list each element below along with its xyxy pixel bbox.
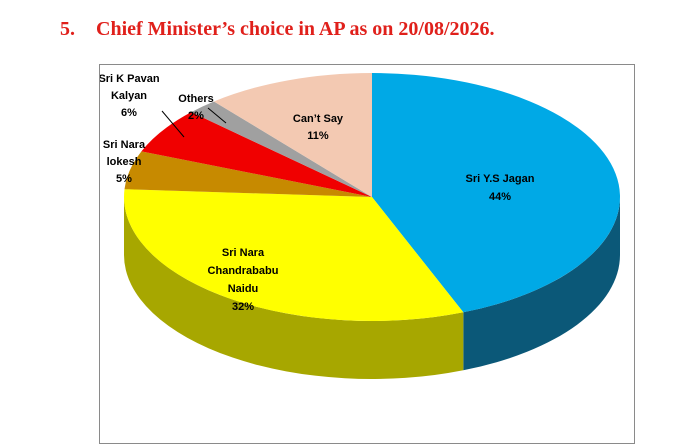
slice-label-line: Can’t Say [293, 113, 344, 125]
slice-label-line: 2% [188, 110, 204, 122]
slice-label-line: 44% [489, 191, 511, 203]
pie-slice-sri-k-pavan-kalyan [141, 112, 372, 197]
chart-frame: Sri Y.S Jagan 44% Sri Nara Chandrababu Naidu… [99, 64, 635, 444]
slice-label-line: 11% [307, 130, 329, 142]
pie-labels-group: Sri Y.S Jagan 44% Sri Nara Chandrababu Naidu… [100, 73, 535, 313]
slice-label-sri-y-s-jagan: Sri Y.S Jagan 44% [466, 173, 535, 203]
page-title: 5. Chief Minister’s choice in AP as on 20… [60, 18, 495, 41]
pie-side-sri-y-s-jagan [463, 197, 620, 371]
slice-label-can-t-say: Can’t Say 11% [293, 113, 344, 142]
slice-label-line: 6% [121, 107, 137, 119]
leader-line-pavan-kalyan [161, 110, 185, 138]
slice-label-line: Sri Nara [103, 139, 146, 151]
slice-label-line: Sri Nara [222, 247, 265, 259]
slice-label-line: 5% [116, 173, 132, 185]
slice-label-line: 32% [232, 301, 254, 313]
slice-label-sri-k-pavan-kalyan: Sri K Pavan Kalyan 6% [100, 73, 160, 119]
slice-label-line: lokesh [107, 156, 142, 168]
slice-label-others: Others 2% [178, 93, 213, 122]
slice-label-sri-nara-lokesh: Sri Nara lokesh 5% [103, 139, 146, 185]
slice-label-line: Naidu [228, 283, 259, 295]
slice-label-line: Kalyan [111, 90, 147, 102]
pie-slices-group [124, 73, 620, 321]
slice-label-sri-nara-chandrababu-naidu: Sri Nara Chandrababu Naidu 32% [208, 247, 279, 313]
pie-slice-others [191, 101, 372, 197]
pie-slice-sri-y-s-jagan [372, 73, 620, 313]
pie-slice-sri-nara-chandrababu-naidu [124, 189, 464, 321]
pie-depth-group [124, 197, 620, 379]
pie-chart: Sri Y.S Jagan 44% Sri Nara Chandrababu Naidu… [100, 73, 620, 379]
section-title: Chief Minister’s choice in AP as on 20/0… [96, 18, 495, 40]
slice-label-line: Sri Y.S Jagan [466, 173, 535, 185]
section-number: 5. [60, 18, 75, 40]
slice-label-line: Others [178, 93, 213, 105]
slice-label-line: Sri K Pavan [100, 73, 160, 85]
pie-slice-can-t-say [213, 73, 372, 197]
pie-slice-sri-nara-lokesh [124, 151, 372, 197]
slice-label-line: Chandrababu [208, 265, 279, 277]
leader-line-others [207, 107, 227, 124]
pie-side-sri-nara-chandrababu-naidu [124, 197, 464, 379]
